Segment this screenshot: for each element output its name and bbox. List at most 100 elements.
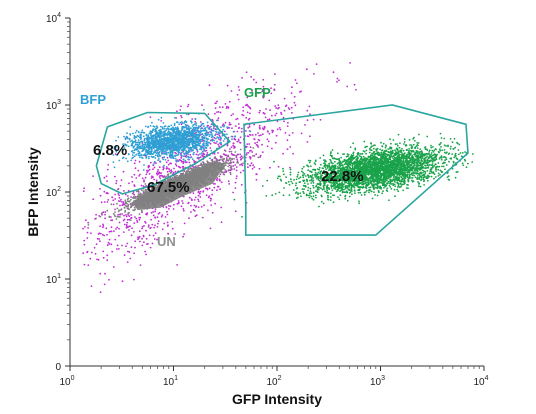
gfp-event-dot	[350, 187, 353, 190]
ungated-event-dot	[96, 258, 98, 261]
gfp-event-dot	[314, 159, 317, 162]
ungated-event-dot	[214, 128, 217, 130]
gfp-event-dot	[357, 191, 360, 194]
gfp-event-dot	[398, 146, 401, 149]
ungated-event-dot	[255, 81, 258, 84]
gfp-event-dot	[367, 183, 370, 186]
gfp-event-dot	[310, 192, 313, 195]
bfp-event-dot	[217, 131, 220, 134]
gfp-event-dot	[418, 182, 420, 185]
ungated-event-dot	[141, 237, 143, 240]
gfp-event-dot	[465, 166, 468, 169]
ungated-event-dot	[165, 166, 168, 168]
gfp-event-dot	[338, 161, 341, 164]
gfp-event-dot	[413, 160, 416, 163]
gfp-event-dot	[273, 160, 275, 163]
ungated-event-dot	[134, 246, 136, 249]
gfp-event-dot	[432, 158, 435, 161]
gfp-event-dot	[294, 192, 297, 195]
gfp-event-dot	[364, 160, 366, 163]
gfp-event-dot	[440, 137, 443, 139]
ungated-event-dot	[234, 164, 237, 166]
ungated-event-dot	[138, 160, 141, 163]
gfp-event-dot	[416, 157, 419, 160]
ungated-event-dot	[180, 116, 183, 119]
ungated-event-dot	[157, 222, 159, 225]
gfp-event-dot	[448, 160, 450, 163]
gfp-event-dot	[412, 143, 415, 146]
ungated-event-dot	[142, 185, 145, 188]
gfp-event-dot	[464, 160, 467, 162]
ungated-event-dot	[102, 226, 104, 229]
gfp-event-dot	[438, 143, 441, 146]
ungated-event-dot	[133, 231, 135, 233]
gfp-event-dot	[403, 183, 405, 186]
ungated-event-dot	[138, 218, 141, 221]
gfp-event-dot	[430, 153, 432, 156]
gfp-event-dot	[452, 148, 455, 150]
gfp-event-dot	[379, 181, 381, 184]
ungated-event-dot	[262, 78, 265, 81]
gfp-event-dot	[394, 151, 397, 153]
ungated-event-dot	[139, 264, 142, 266]
ungated-event-dot	[237, 138, 240, 141]
gfp-event-dot	[402, 189, 405, 192]
gfp-event-dot	[358, 155, 361, 157]
ungated-event-dot	[121, 213, 123, 215]
gfp-event-dot	[442, 165, 445, 168]
gfp-event-dot	[426, 155, 428, 158]
gfp-event-dot	[356, 158, 359, 161]
ungated-event-dot	[116, 248, 118, 250]
ungated-event-dot	[182, 162, 185, 165]
gfp-event-dot	[439, 169, 442, 172]
gfp-event-dot	[368, 159, 371, 162]
gfp-event-dot	[340, 187, 343, 190]
ungated-event-dot	[245, 153, 248, 156]
gfp-event-dot	[378, 186, 380, 188]
gfp-event-dot	[439, 132, 442, 135]
ungated-event-dot	[224, 121, 227, 124]
ungated-event-dot	[110, 226, 113, 229]
gfp-event-dot	[418, 133, 420, 136]
ungated-event-dot	[213, 141, 216, 144]
gfp-event-dot	[397, 190, 400, 193]
ungated-event-dot	[261, 151, 264, 154]
gfp-event-dot	[426, 149, 429, 152]
gfp-event-dot	[428, 155, 431, 158]
gfp-event-dot	[417, 175, 419, 177]
ungated-event-dot	[193, 204, 196, 207]
ungated-event-dot	[217, 117, 220, 120]
gfp-event-dot	[333, 187, 335, 190]
ungated-event-dot	[225, 107, 228, 109]
gfp-event-dot	[406, 165, 409, 167]
ungated-event-dot	[83, 187, 85, 190]
ungated-event-dot	[161, 156, 164, 159]
ungated-event-dot	[209, 197, 212, 200]
ungated-event-dot	[245, 116, 248, 119]
ungated-event-dot	[219, 180, 221, 182]
gfp-event-dot	[336, 162, 339, 165]
ungated-event-dot	[228, 123, 231, 126]
ungated-event-dot	[179, 109, 182, 111]
gfp-event-dot	[414, 176, 417, 179]
ungated-event-dot	[87, 227, 89, 229]
gfp-event-dot	[394, 185, 397, 188]
gfp-event-dot	[370, 171, 373, 174]
ungated-event-dot	[143, 241, 145, 244]
gfp-event-dot	[336, 184, 339, 187]
ungated-event-dot	[107, 164, 110, 166]
gfp-event-dot	[409, 159, 412, 162]
ungated-event-dot	[213, 125, 215, 128]
gfp-event-dot	[296, 175, 299, 178]
ungated-event-dot	[126, 221, 129, 224]
gfp-event-dot	[447, 175, 450, 178]
gfp-event-dot	[380, 173, 382, 176]
gfp-event-dot	[386, 182, 388, 185]
gfp-event-dot	[378, 170, 380, 173]
gfp-event-dot	[327, 194, 329, 197]
ungated-event-dot	[102, 250, 105, 253]
ungated-event-dot	[273, 83, 276, 86]
gfp-event-dot	[406, 149, 408, 152]
ungated-event-dot	[226, 84, 229, 87]
gfp-event-dot	[425, 152, 428, 155]
